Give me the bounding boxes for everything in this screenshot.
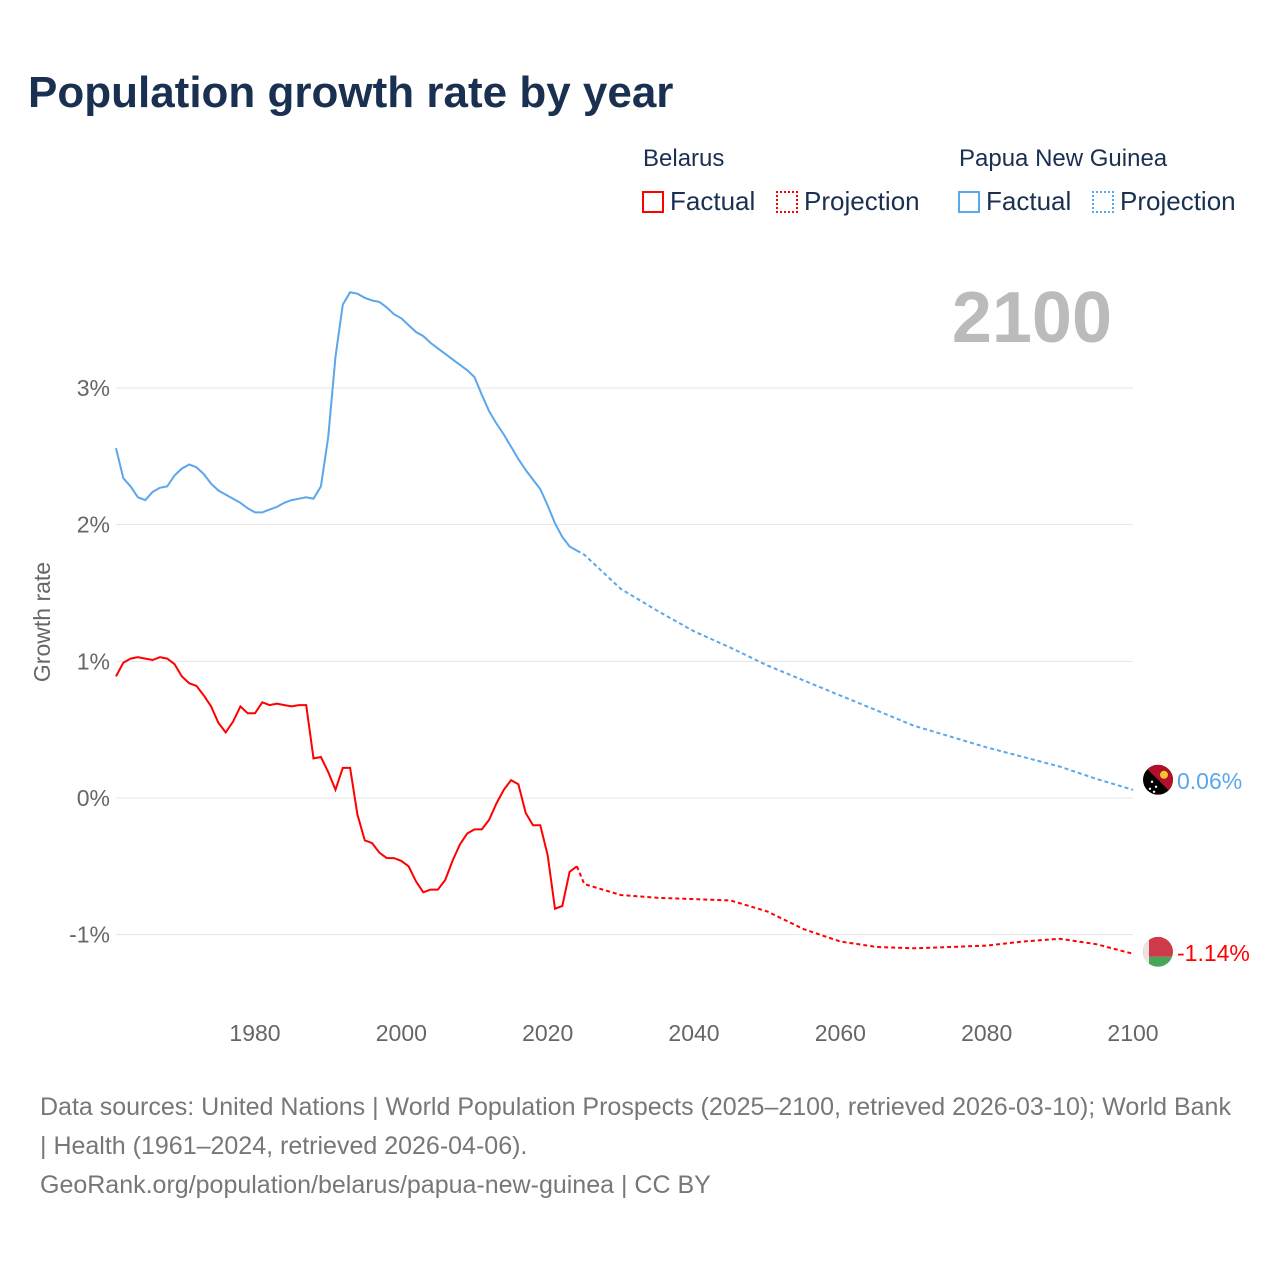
legend-label: Factual	[670, 186, 756, 216]
year-indicator: 2100	[952, 278, 1112, 358]
legend-swatch-dotted-blue	[1092, 190, 1114, 213]
y-axis-label: Growth rate	[29, 562, 55, 682]
line-chart: -1%0%1%2%3%1980 2000 2020 2040 2060 2080 2100 …	[29, 278, 1250, 1046]
x-tick-label: 2040	[668, 1020, 719, 1046]
data-sources: Data sources: United Nations | World Pop…	[40, 1093, 1231, 1160]
belarus-projection-line	[575, 865, 1134, 955]
belarus-factual-line	[115, 656, 578, 911]
y-tick-label: 0%	[77, 785, 110, 811]
x-tick-label: 2000	[376, 1020, 427, 1046]
legend-png-heading: Papua New Guinea	[959, 145, 1168, 172]
footer: Data sources: United Nations | World Pop…	[40, 1088, 1240, 1205]
x-tick-label: 1980	[229, 1020, 280, 1046]
legend-label: Projection	[804, 186, 920, 216]
papua-new-guinea-factual-line	[115, 291, 578, 552]
papua-new-guinea-end-value-label: 0.06%	[1177, 768, 1242, 794]
legend-swatch-dotted-red	[776, 190, 798, 213]
papua-new-guinea-projection-line	[576, 549, 1134, 791]
x-tick-label: 2080	[961, 1020, 1012, 1046]
legend-png-factual[interactable]: Factual	[958, 186, 1071, 217]
belarus-end-value-label: -1.14%	[1177, 940, 1250, 966]
legend-belarus-factual[interactable]: Factual	[642, 186, 755, 217]
legend-swatch-solid-blue	[958, 190, 980, 213]
y-tick-label: -1%	[69, 922, 110, 948]
x-tick-label: 2100	[1107, 1020, 1158, 1046]
y-tick-label: 3%	[77, 375, 110, 401]
legend-label: Factual	[986, 186, 1072, 216]
legend-belarus-heading: Belarus	[643, 145, 725, 172]
belarus-flag-icon	[1143, 936, 1173, 967]
legend-png-projection[interactable]: Projection	[1092, 186, 1236, 217]
legend-swatch-solid-red	[642, 190, 664, 213]
y-tick-label: 2%	[77, 512, 110, 538]
source-url[interactable]: GeoRank.org/population/belarus/papua-new…	[40, 1171, 711, 1199]
legend-belarus-projection[interactable]: Projection	[776, 186, 920, 217]
legend-label: Projection	[1120, 186, 1236, 216]
x-tick-label: 2060	[815, 1020, 866, 1046]
papua-new-guinea-flag-icon	[1143, 764, 1173, 795]
x-tick-label: 2020	[522, 1020, 573, 1046]
y-tick-label: 1%	[77, 648, 110, 674]
chart-title: Population growth rate by year	[28, 68, 674, 117]
